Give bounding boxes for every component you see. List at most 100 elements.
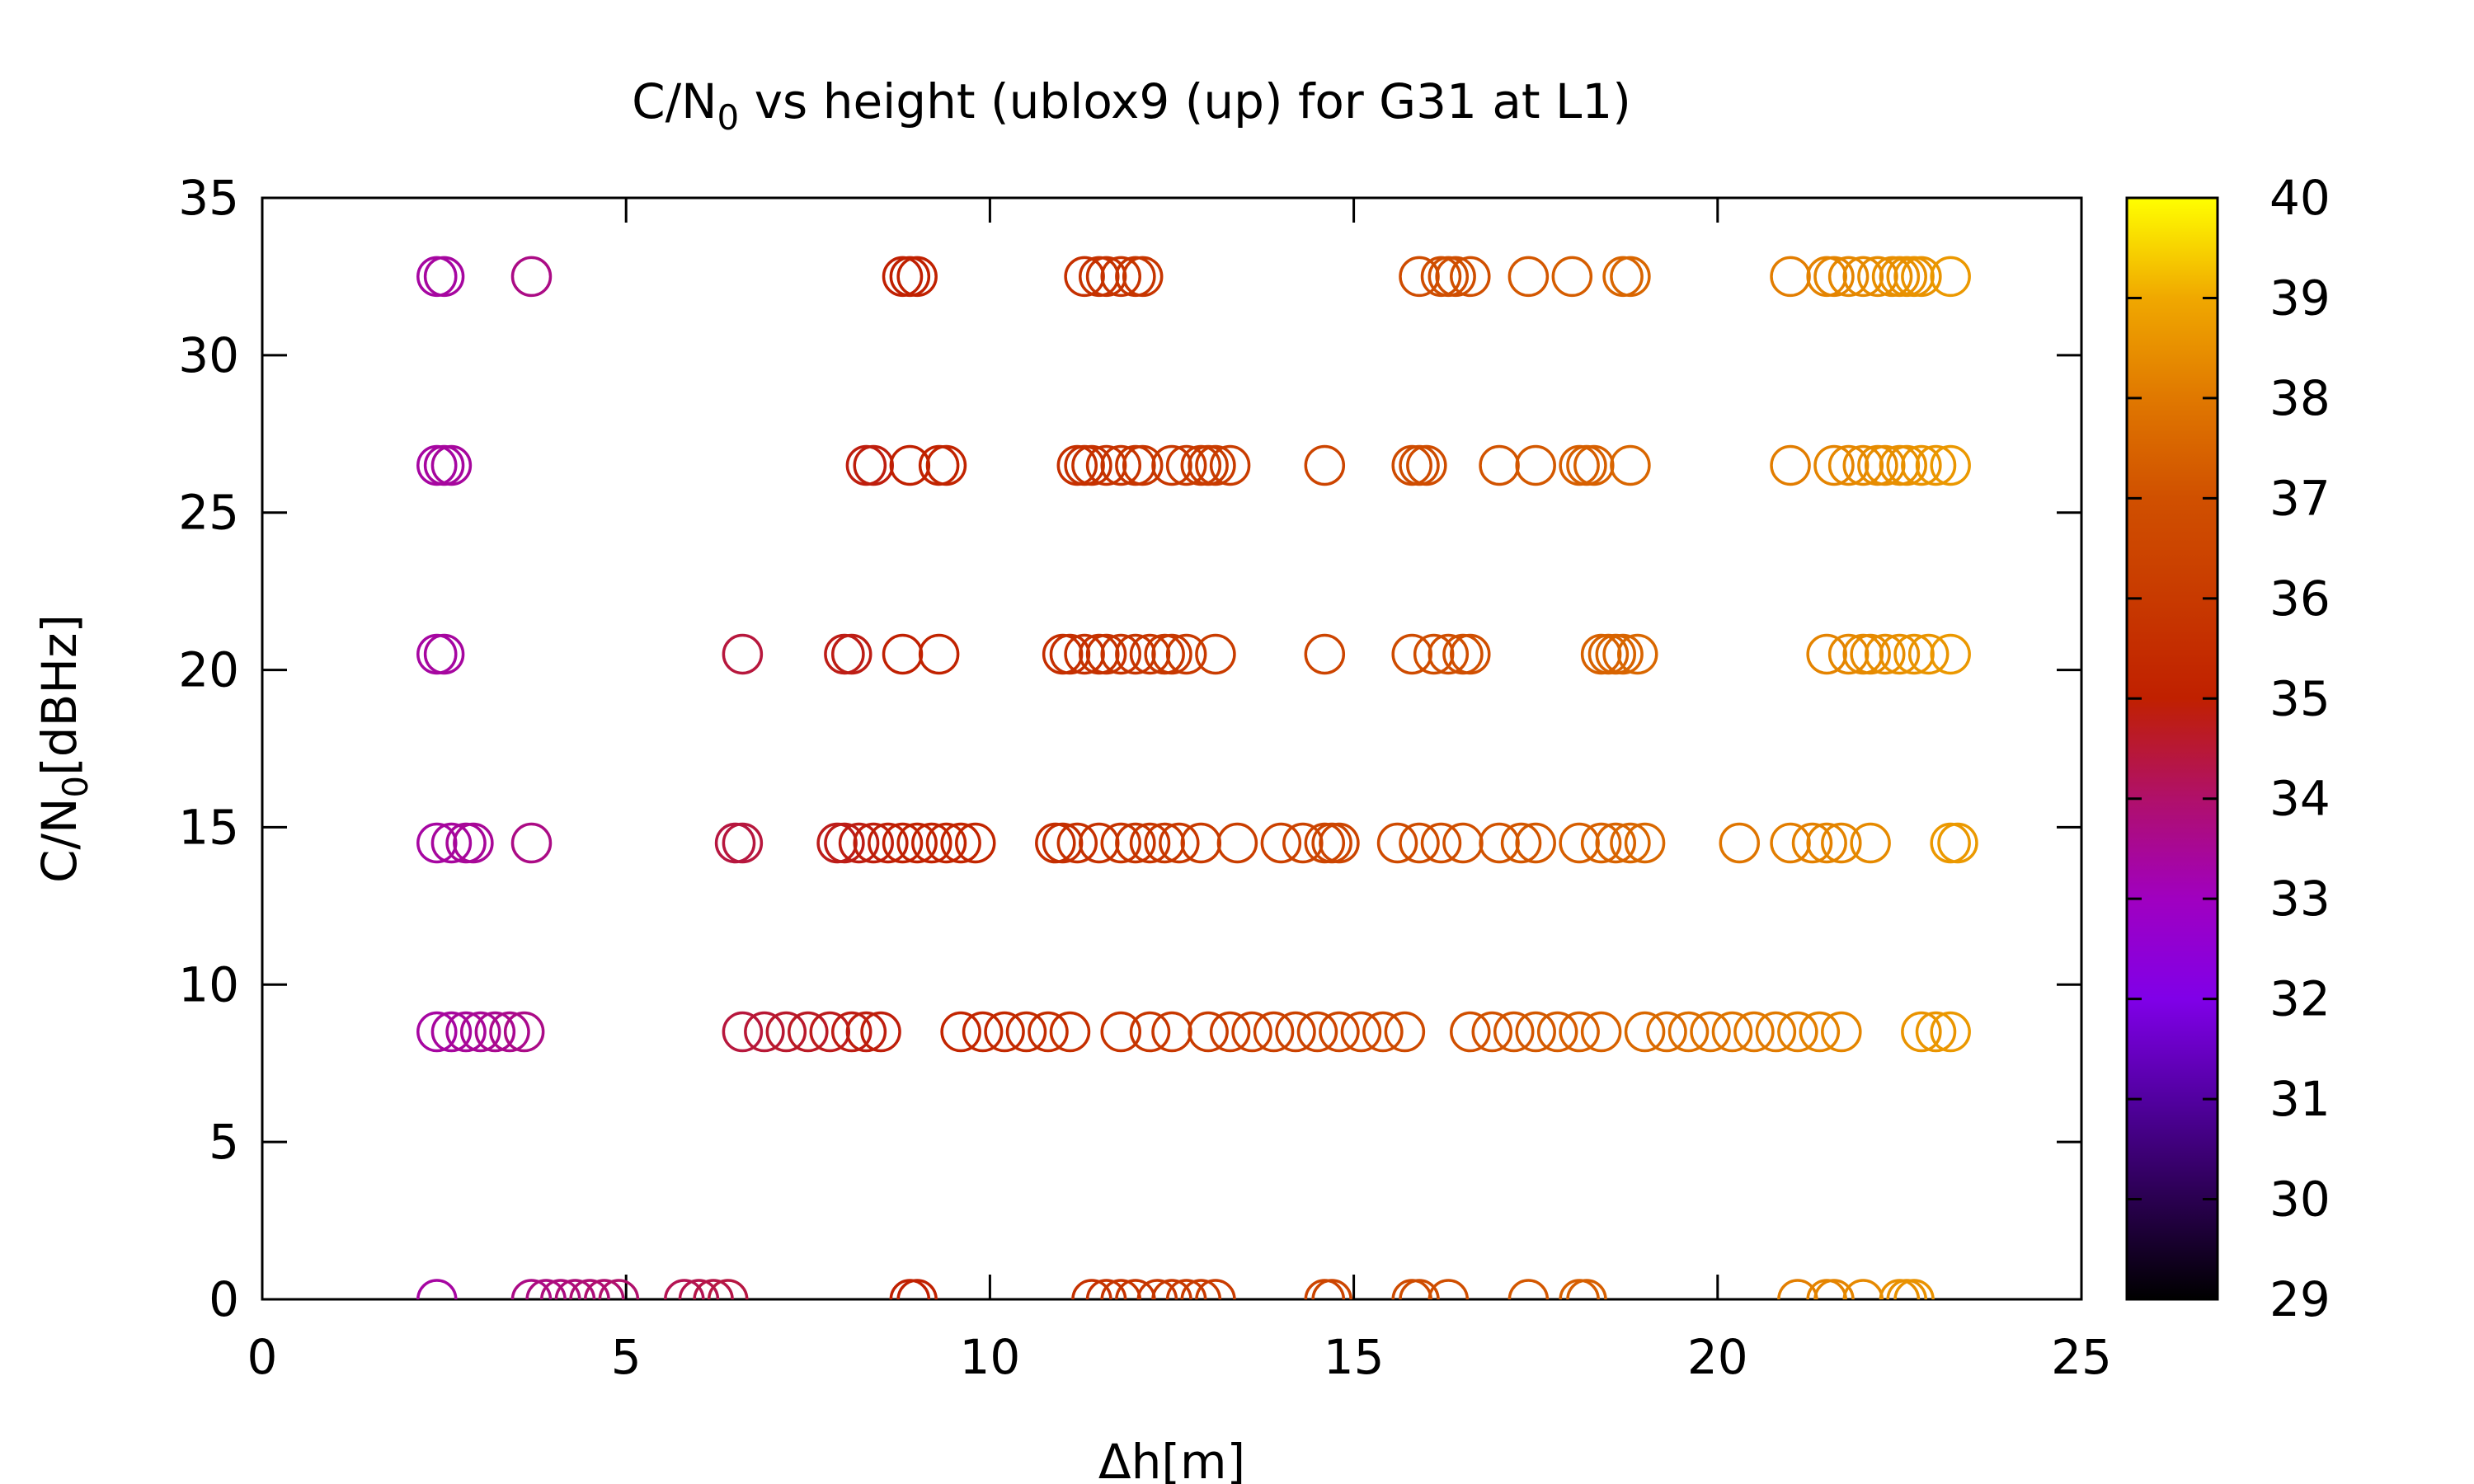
y-tick-label: 35	[178, 170, 239, 226]
data-point	[1821, 822, 1862, 864]
data-point	[1399, 444, 1440, 486]
data-point	[918, 444, 960, 486]
data-point	[1610, 822, 1651, 864]
data-point	[1602, 633, 1644, 675]
data-point	[1165, 1279, 1207, 1299]
data-point	[1791, 822, 1833, 864]
data-point	[940, 1011, 981, 1053]
data-point	[1580, 1011, 1622, 1053]
data-point	[1551, 256, 1593, 298]
data-point	[1777, 1011, 1818, 1053]
colorbar-tick-label: 36	[2269, 571, 2331, 627]
data-point	[503, 1011, 545, 1053]
data-point	[816, 822, 858, 864]
data-point	[430, 1011, 473, 1053]
data-point	[1049, 1011, 1091, 1053]
data-point	[925, 822, 967, 864]
data-point	[1296, 1011, 1338, 1053]
data-point	[1195, 1279, 1236, 1299]
data-point	[416, 822, 458, 864]
data-point	[1144, 822, 1185, 864]
data-point	[1624, 822, 1666, 864]
data-point	[1231, 1011, 1272, 1053]
data-point	[1122, 256, 1164, 298]
data-point	[1930, 444, 1971, 486]
data-point	[1850, 822, 1891, 864]
data-point	[1915, 444, 1957, 486]
data-point	[1450, 256, 1491, 298]
data-point	[1028, 1011, 1069, 1053]
data-point	[1406, 444, 1447, 486]
data-point	[1129, 1011, 1171, 1053]
data-point	[1930, 1011, 1971, 1053]
data-point	[1311, 822, 1352, 864]
data-point	[1566, 444, 1607, 486]
data-point	[1253, 1011, 1295, 1053]
colorbar-tick-label: 37	[2269, 470, 2331, 526]
data-point	[1479, 444, 1520, 486]
data-point	[416, 1279, 458, 1299]
y-tick-label: 30	[178, 327, 239, 383]
colorbar-tick-label: 35	[2269, 670, 2331, 726]
data-point	[1733, 1011, 1775, 1053]
data-point	[1100, 256, 1141, 298]
data-point	[1573, 444, 1615, 486]
data-point	[1806, 633, 1847, 675]
data-point	[1100, 444, 1141, 486]
data-point	[1930, 633, 1971, 675]
data-point	[1879, 633, 1921, 675]
data-point	[1311, 1279, 1352, 1299]
data-point	[1646, 1011, 1687, 1053]
data-point	[1857, 256, 1898, 298]
x-tick-label: 10	[959, 1329, 1020, 1385]
y-tick-label: 20	[178, 642, 239, 698]
data-point	[1260, 822, 1302, 864]
data-point	[1079, 822, 1120, 864]
data-point	[1842, 1279, 1884, 1299]
data-point	[1209, 1011, 1251, 1053]
data-point	[1827, 444, 1870, 486]
data-point	[1827, 633, 1870, 675]
data-point	[1435, 256, 1476, 298]
data-point	[1690, 1011, 1731, 1053]
colorbar-tick-label: 32	[2269, 971, 2331, 1027]
data-point	[1209, 444, 1251, 486]
data-point	[1580, 822, 1622, 864]
data-point	[1901, 256, 1942, 298]
data-point	[1115, 1279, 1156, 1299]
data-point	[1100, 822, 1141, 864]
data-point	[1806, 822, 1847, 864]
data-point	[1755, 1011, 1797, 1053]
data-point	[714, 822, 756, 864]
data-point	[1188, 1011, 1229, 1053]
data-point	[1122, 444, 1164, 486]
data-point	[1610, 444, 1651, 486]
x-tick-label: 5	[611, 1329, 642, 1385]
y-axis-label: C/N0[dBHz]	[31, 614, 96, 883]
data-point	[1413, 633, 1455, 675]
data-point	[1115, 633, 1156, 675]
data-point	[1275, 1011, 1316, 1053]
data-point	[1304, 633, 1346, 675]
data-point	[1056, 822, 1098, 864]
data-point	[678, 1279, 720, 1299]
data-point	[1850, 633, 1891, 675]
x-tick-label: 20	[1687, 1329, 1748, 1385]
data-point	[962, 1011, 1004, 1053]
data-point	[1901, 444, 1942, 486]
data-point	[882, 822, 924, 864]
chart-title: C/N0 vs height (ublox9 (up) for G31 at L…	[632, 73, 1631, 138]
y-tick-label: 25	[178, 485, 239, 541]
data-point	[918, 633, 960, 675]
data-point	[1806, 256, 1847, 298]
data-point	[860, 1011, 901, 1053]
data-point	[1507, 1279, 1550, 1299]
data-point	[845, 444, 887, 486]
colorbar-tick-label: 30	[2269, 1172, 2331, 1228]
data-point	[1151, 633, 1192, 675]
data-point	[1930, 256, 1971, 298]
data-point	[474, 1011, 516, 1053]
x-axis-label: Δh[m]	[1098, 1434, 1245, 1484]
data-point	[423, 256, 465, 298]
data-point	[868, 822, 909, 864]
